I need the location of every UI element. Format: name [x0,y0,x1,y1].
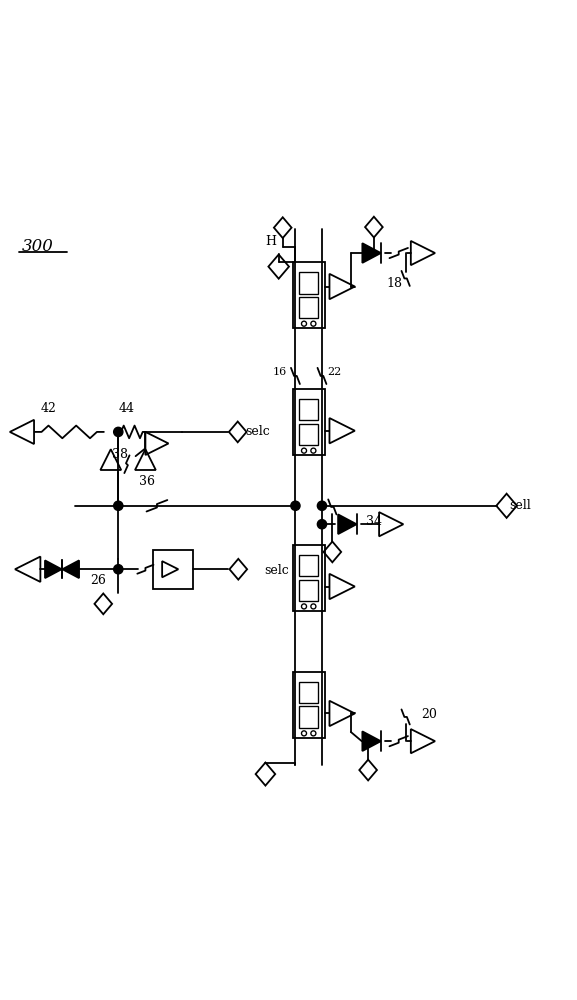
Circle shape [291,501,300,510]
Bar [299,399,318,420]
Text: sell: sell [509,499,531,512]
Polygon shape [338,514,357,534]
Bar [299,297,318,318]
Bar [293,389,325,455]
Text: 18: 18 [387,277,403,290]
Circle shape [317,501,327,510]
Text: 38: 38 [112,448,128,461]
Text: selc: selc [264,564,289,577]
Bar [293,672,325,738]
Bar [299,580,318,601]
Text: 44: 44 [119,402,135,415]
Circle shape [114,427,123,437]
Text: 36: 36 [139,475,155,488]
Polygon shape [45,560,62,578]
Polygon shape [362,243,381,263]
Text: H: H [265,235,277,248]
Polygon shape [362,731,381,751]
Text: 22: 22 [328,367,342,377]
Text: 26: 26 [90,574,106,587]
Bar [299,706,318,728]
Text: 16: 16 [273,367,287,377]
Text: 300: 300 [22,238,54,255]
Bar [293,262,325,328]
Circle shape [317,520,327,529]
Bar [153,550,193,589]
Polygon shape [62,560,79,578]
Text: 20: 20 [421,708,437,721]
Bar [299,555,318,576]
Text: 34: 34 [366,515,383,528]
Circle shape [114,501,123,510]
Bar [299,272,318,294]
Text: 42: 42 [41,402,57,415]
Circle shape [114,565,123,574]
Bar [293,545,325,611]
Bar [299,424,318,445]
Text: selc: selc [245,425,270,438]
Bar [299,682,318,703]
